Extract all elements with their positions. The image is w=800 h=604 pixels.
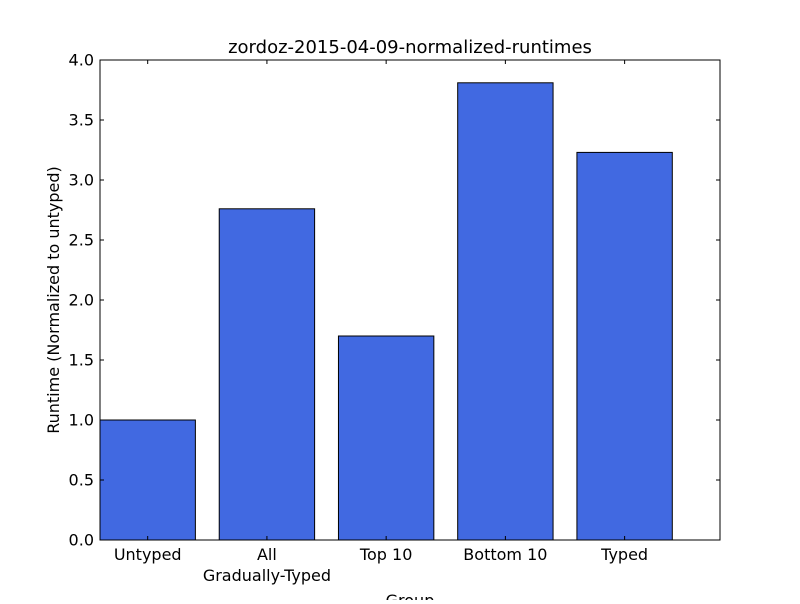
y-tick-label: 2.5 xyxy=(69,231,94,250)
ticks-layer: Untyped All Gradually-Typed Top 10 Bottom 10… xyxy=(69,51,720,585)
y-tick-label: 0.5 xyxy=(69,471,94,490)
y-axis-label: Runtime (Normalized to untyped) xyxy=(44,166,63,434)
y-tick-label: 1.5 xyxy=(69,351,94,370)
bar-2 xyxy=(337,335,435,541)
y-tick-label: 3.0 xyxy=(69,171,94,190)
bars-layer xyxy=(99,82,673,541)
y-tick-label: 3.5 xyxy=(69,111,94,130)
x-tick-label: All Gradually-Typed xyxy=(203,545,331,585)
y-tick-label: 2.0 xyxy=(69,291,94,310)
x-tick-label: Bottom 10 xyxy=(463,545,547,564)
y-tick-label: 1.0 xyxy=(69,411,94,430)
y-tick-label: 4.0 xyxy=(69,51,94,70)
x-tick-label: Typed xyxy=(600,545,648,564)
plot-frame xyxy=(99,59,721,541)
chart-title: zordoz-2015-04-09-normalized-runtimes xyxy=(228,37,592,58)
bar-1 xyxy=(218,208,316,541)
x-tick-label: Top 10 xyxy=(359,545,412,564)
y-tick-label: 0.0 xyxy=(69,531,94,550)
x-tick-label: Untyped xyxy=(114,545,182,564)
bar-4 xyxy=(576,151,673,541)
bar-0 xyxy=(99,419,196,541)
x-axis-label: Group xyxy=(386,591,435,600)
bar-3 xyxy=(457,82,554,541)
